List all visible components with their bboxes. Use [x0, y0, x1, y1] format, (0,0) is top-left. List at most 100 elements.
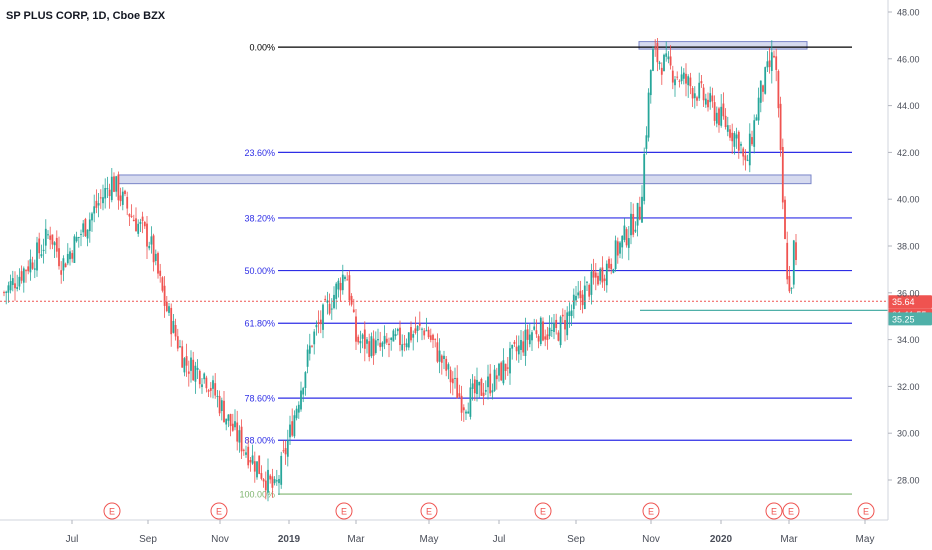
candle-body — [775, 56, 778, 70]
candle-body — [207, 390, 210, 392]
x-tick-label: Nov — [211, 534, 229, 545]
candle-body — [363, 329, 366, 349]
candle-body — [337, 280, 340, 290]
candle-body — [86, 229, 89, 239]
candle-body — [53, 242, 56, 246]
fib-level-label: 38.20% — [244, 213, 275, 223]
candle-body — [284, 448, 287, 455]
candle-body — [271, 476, 274, 488]
candle-body — [256, 461, 258, 478]
candle-body — [735, 134, 738, 139]
candle-body — [715, 112, 718, 124]
candle-body — [126, 196, 129, 209]
candle-body — [524, 329, 527, 356]
candle-body — [38, 238, 41, 254]
candle-body — [537, 336, 540, 342]
y-tick-label: 28.00 — [897, 476, 920, 486]
zone-rectangle — [638, 41, 808, 50]
candle-body — [55, 237, 58, 252]
candle-body — [498, 363, 500, 376]
earnings-marker — [782, 502, 800, 520]
earnings-marker-label: E — [540, 507, 546, 517]
fibonacci-retracement: 0.00% 23.60% 38.20% 50.00% 61.80% 78.60% 88.00… — [239, 43, 852, 500]
candle-body — [711, 95, 714, 102]
x-tick-label: Mar — [347, 534, 365, 545]
candle-body — [632, 214, 635, 235]
candle-body — [742, 148, 745, 157]
candle-body — [91, 213, 93, 221]
candle-body — [623, 225, 626, 240]
candle-body — [205, 377, 208, 389]
candle-body — [170, 307, 173, 335]
candle-body — [308, 345, 311, 354]
candle-body — [445, 358, 448, 371]
candle-body — [304, 372, 307, 388]
candle-body — [579, 290, 582, 299]
candle-body — [678, 80, 681, 82]
x-tick-label: May — [856, 534, 875, 545]
candle-body — [390, 337, 393, 340]
candle-body — [504, 363, 507, 372]
candle-body — [416, 325, 419, 331]
candle-body — [649, 70, 652, 96]
candle-body — [542, 321, 544, 341]
fib-level-label: 23.60% — [244, 148, 275, 158]
candle-body — [220, 400, 223, 412]
x-tick-label: May — [420, 534, 439, 545]
candle-body — [733, 133, 736, 147]
candle-body — [128, 214, 131, 217]
candle-body — [502, 360, 505, 384]
candle-body — [489, 373, 492, 394]
y-tick-label: 48.00 — [897, 8, 920, 18]
candle-body — [20, 271, 23, 281]
candle-body — [242, 449, 245, 451]
candle-body — [755, 117, 758, 121]
candle-body — [121, 191, 124, 205]
candle-body — [300, 390, 302, 410]
candle-body — [568, 311, 571, 317]
candle-body — [559, 316, 562, 346]
candle-body — [702, 87, 705, 101]
candle-body — [388, 343, 390, 346]
y-tick-label: 38.00 — [897, 242, 920, 252]
candle-body — [82, 223, 85, 233]
candle-body — [141, 216, 144, 221]
candle-body — [110, 176, 113, 201]
candle-body — [251, 455, 254, 464]
candle-body — [297, 404, 300, 413]
candle-body — [691, 87, 694, 99]
earnings-marker — [642, 502, 660, 520]
earnings-marker-label: E — [863, 507, 869, 517]
candle-body — [361, 334, 364, 339]
support-badge — [888, 312, 932, 326]
candle-body — [355, 316, 357, 342]
candle-body — [392, 330, 395, 342]
earnings-marker — [765, 502, 783, 520]
candle-body — [36, 242, 38, 271]
candle-body — [484, 389, 487, 392]
fib-level-label: 0.00% — [249, 43, 275, 53]
candle-body — [707, 99, 709, 108]
candle-body — [581, 294, 584, 306]
candle-body — [744, 155, 747, 161]
current-price-value: 35.64 — [892, 297, 915, 307]
candle-body — [700, 81, 703, 84]
candle-body — [713, 102, 716, 121]
candle-body — [777, 71, 780, 109]
candle-body — [47, 234, 49, 236]
candle-body — [84, 218, 87, 237]
candle-body — [315, 325, 318, 328]
candle-body — [374, 340, 377, 353]
candle-body — [764, 67, 767, 94]
candle-body — [157, 253, 159, 274]
candle-body — [306, 349, 309, 367]
candle-body — [405, 343, 408, 348]
candle-body — [454, 377, 456, 379]
candle-body — [9, 281, 12, 291]
candle-body — [511, 344, 514, 349]
candle-body — [757, 97, 760, 121]
candle-body — [652, 49, 654, 71]
candle-body — [643, 153, 646, 201]
